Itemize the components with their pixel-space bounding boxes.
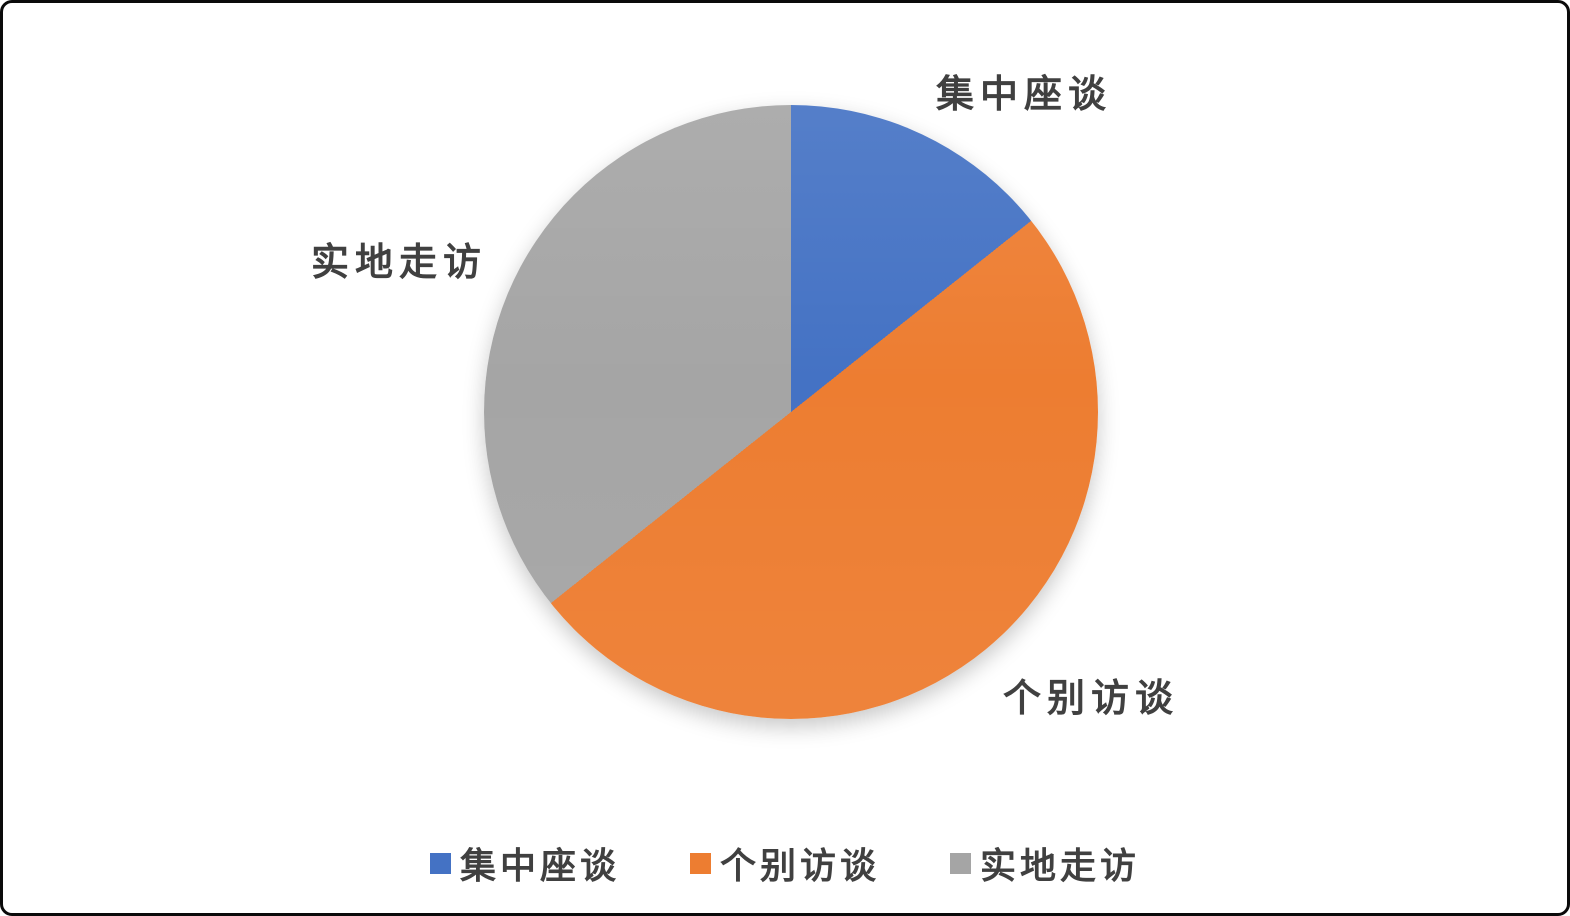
pie-graphic bbox=[484, 105, 1098, 719]
legend-label-group-discussion: 集中座谈 bbox=[459, 845, 620, 886]
legend-item-individual-interview: 个别访谈 bbox=[689, 837, 880, 889]
legend-label-field-visit: 实地走访 bbox=[980, 845, 1141, 886]
legend: 集中座谈 个别访谈 实地走访 bbox=[3, 833, 1567, 893]
legend-swatch-orange-icon bbox=[689, 852, 711, 874]
legend-item-group-discussion: 集中座谈 bbox=[429, 837, 620, 889]
legend-swatch-blue-icon bbox=[429, 852, 451, 874]
pie-chart: 集中座谈 实地走访 个别访谈 集中座谈 个别访谈 实地走访 bbox=[3, 3, 1567, 913]
legend-item-field-visit: 实地走访 bbox=[950, 837, 1140, 889]
legend-swatch-gray-icon bbox=[950, 852, 971, 874]
legend-label-individual-interview: 个别访谈 bbox=[719, 845, 880, 886]
slice-label-field-visit: 实地走访 bbox=[311, 242, 488, 284]
slice-label-group-discussion: 集中座谈 bbox=[936, 74, 1113, 116]
slice-label-individual-interview: 个别访谈 bbox=[1003, 678, 1180, 720]
